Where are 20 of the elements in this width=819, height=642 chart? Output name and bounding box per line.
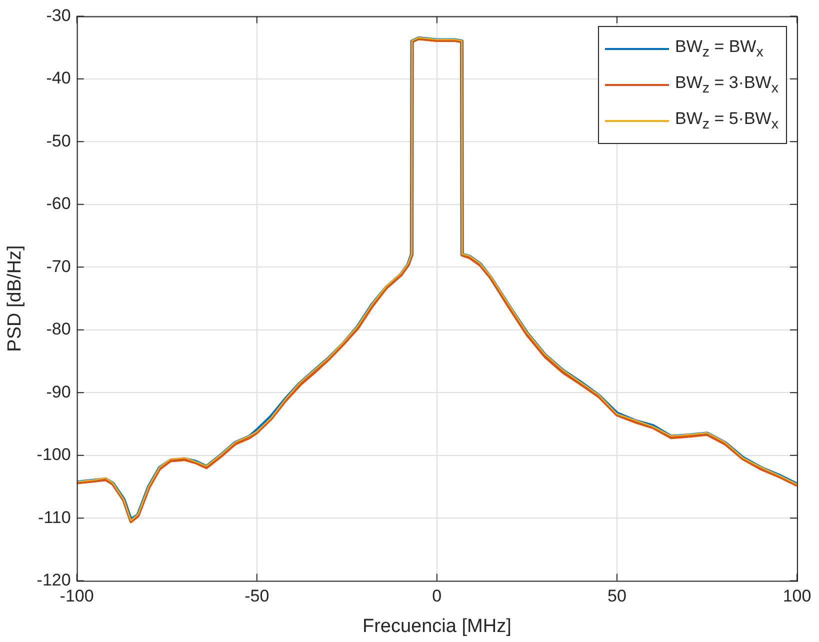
legend-label: BW$_{z}$ = 3·BW$_{x}$ — [675, 73, 778, 97]
y-axis-title: PSD [dB/Hz] — [4, 245, 26, 352]
y-tick-label: -80 — [46, 320, 71, 339]
y-tick-label: -50 — [46, 131, 71, 150]
x-tick-label: 0 — [432, 586, 442, 606]
legend-label: BW$_{z}$ = BW$_{x}$ — [675, 37, 764, 61]
y-tick-label: -120 — [36, 570, 71, 590]
x-tick-label: -50 — [244, 586, 270, 606]
y-tick-label: -70 — [46, 256, 71, 276]
legend-label: BW$_{z}$ = 5·BW$_{x}$ — [675, 109, 778, 133]
y-tick-label: -90 — [46, 382, 71, 402]
y-tick-label: -110 — [38, 508, 71, 527]
y-tick-label: -60 — [46, 194, 71, 214]
y-tick-label: -30 — [46, 6, 71, 25]
y-tick-label: -100 — [36, 445, 71, 464]
x-tick-label: 100 — [782, 586, 812, 606]
x-tick-label: -100 — [60, 586, 94, 606]
y-tick-label: -40 — [46, 68, 71, 88]
x-tick-label: 50 — [607, 586, 626, 606]
x-axis-title: Frecuencia [MHz] — [362, 616, 512, 637]
